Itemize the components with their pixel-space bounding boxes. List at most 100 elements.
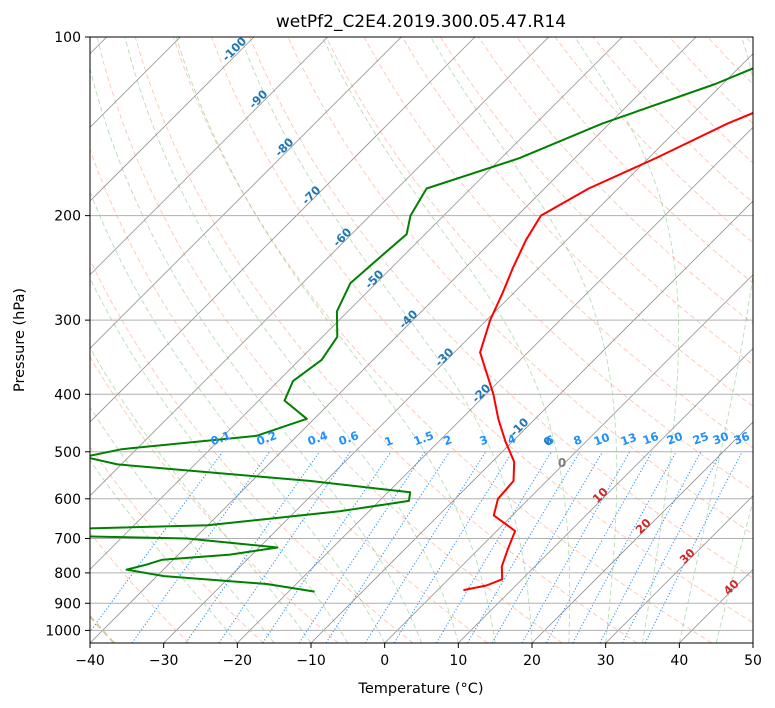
moist-adiabat-line (574, 37, 680, 643)
moist-adiabat-line (90, 277, 349, 643)
mixing-ratio-label: 25 (691, 429, 711, 448)
x-tick-label: 20 (523, 653, 541, 669)
y-tick-label: 200 (54, 209, 81, 225)
isotherm-line (90, 37, 697, 643)
mixing-ratio-line (393, 451, 513, 643)
x-tick-label: −20 (223, 653, 253, 669)
dry-adiabat-line (134, 37, 638, 643)
mixing-ratio-line (90, 451, 224, 633)
mixing-ratio-label: 1.5 (412, 428, 436, 448)
dewpoint-profile-line (90, 67, 753, 593)
isotherm-line (605, 495, 753, 643)
mixing-ratio-label: 36 (732, 429, 752, 448)
moist-adiabat-line (90, 66, 422, 643)
moist-adiabat-line (90, 190, 386, 643)
dry-adiabat-line (90, 445, 264, 643)
x-axis: −40 −30 −20 −10 0 10 20 30 40 50 (75, 643, 762, 669)
y-tick-label: 800 (54, 566, 81, 582)
mixing-ratio-line (545, 451, 653, 643)
isotherm-line (90, 37, 476, 423)
isotherm-line (163, 53, 753, 643)
moist-adiabat-label: 40 (721, 577, 742, 598)
moist-adiabat-line (322, 37, 571, 643)
mixing-ratio-line (521, 451, 631, 643)
x-tick-label: 40 (670, 653, 688, 669)
mixing-ratio-line (325, 451, 451, 643)
mixing-ratio-line (491, 451, 603, 643)
x-tick-label: −30 (149, 653, 179, 669)
mixing-ratio-line (572, 451, 677, 643)
moist-adiabat-line (175, 37, 496, 643)
dry-adiabat-label: -90 (246, 87, 271, 112)
mixing-ratio-label: 8 (571, 432, 583, 448)
moist-adiabat-line (90, 406, 275, 643)
moist-adiabat-line (124, 37, 459, 643)
mixing-ratio-line (185, 451, 321, 643)
y-tick-label: 700 (54, 532, 81, 548)
zero-marker-label: 0 (558, 456, 566, 470)
mixing-ratio-label: 10 (592, 430, 612, 449)
mixing-ratio-line (218, 451, 351, 643)
x-tick-label: 10 (449, 653, 467, 669)
dry-adiabat-label: -80 (272, 135, 297, 160)
y-tick-label: 100 (54, 30, 81, 46)
mixing-ratio-label: 30 (711, 429, 731, 448)
isotherm-line (237, 126, 753, 643)
moist-adiabat-line (239, 37, 533, 643)
x-tick-label: −40 (75, 653, 105, 669)
x-tick-label: 50 (744, 653, 762, 669)
mixing-ratio-label: 0.6 (337, 428, 361, 448)
dry-adiabat-label: -40 (396, 307, 421, 332)
mixing-ratio-line (467, 451, 581, 643)
isotherm-line (458, 347, 753, 643)
dry-adiabat-line (401, 37, 753, 407)
mixing-ratio-label: 13 (619, 430, 639, 449)
dry-adiabat-line (363, 37, 753, 449)
y-tick-label: 900 (54, 596, 81, 612)
x-tick-label: −10 (296, 653, 326, 669)
x-axis-label: Temperature (°C) (357, 681, 483, 697)
isotherm-line (90, 37, 402, 349)
mixing-ratio-label: 16 (641, 429, 661, 448)
x-tick-label: 0 (380, 653, 389, 669)
dry-adiabat-line (554, 37, 753, 244)
dry-adiabats (90, 37, 753, 643)
mixing-ratio-label: 0.2 (255, 428, 279, 448)
temperature-profile-line (463, 111, 753, 592)
dry-adiabat-line (90, 531, 190, 643)
dry-adiabat-line (96, 37, 563, 643)
mixing-ratio-label: 3 (477, 432, 489, 448)
dry-adiabat-label: -30 (432, 345, 457, 370)
isotherm-line (384, 274, 753, 643)
dry-adiabat-label: -70 (299, 183, 324, 208)
dry-adiabat-line (172, 37, 712, 643)
mixing-ratio-label: 1 (382, 433, 394, 449)
isotherm-line (90, 37, 623, 570)
mixing-ratio-label: 2 (441, 432, 453, 448)
isotherm-line (752, 642, 753, 643)
y-tick-label: 400 (54, 387, 81, 403)
profiles (90, 67, 753, 593)
dry-adiabat-line (478, 37, 753, 325)
mixing-ratio-line (131, 451, 271, 643)
dry-adiabat-line (249, 37, 753, 579)
mixing-ratio-label: 0.1 (209, 428, 233, 448)
mixing-ratio-label: 20 (665, 429, 685, 448)
mixing-ratio-line (644, 451, 743, 643)
isotherm-line (310, 200, 753, 643)
isotherm-line (90, 37, 255, 202)
isobars (90, 37, 753, 631)
moist-adiabat-line (90, 346, 312, 643)
mixing-ratio-line (262, 451, 392, 643)
plot-frame (89, 36, 754, 644)
y-axis: 100 200 300 400 500 600 700 800 900 1000 (45, 30, 90, 639)
mixing-ratio-line (435, 451, 552, 643)
mixing-ratio-line (298, 451, 426, 643)
y-tick-label: 500 (54, 445, 81, 461)
dry-adiabat-line (516, 37, 753, 284)
mixing-ratio-line (599, 451, 702, 643)
chart-title: wetPf2_C2E4.2019.300.05.47.R14 (276, 12, 566, 32)
dry-adiabat-line (325, 37, 753, 492)
moist-adiabat-label: 20 (633, 516, 654, 537)
